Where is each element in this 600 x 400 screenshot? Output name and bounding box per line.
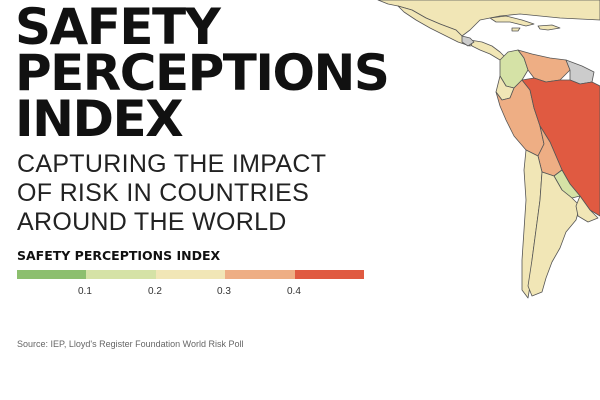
title-line: PERCEPTIONS	[15, 44, 390, 102]
source-note: Source: IEP, Lloyd's Register Foundation…	[17, 339, 244, 349]
main-title: SAFETY PERCEPTIONS INDEX	[15, 0, 390, 148]
region-uruguay	[575, 195, 599, 223]
legend-color-scale	[17, 270, 365, 279]
legend-tick-label: 0.2	[148, 286, 162, 297]
title-line: SAFETY	[15, 0, 221, 56]
legend-swatch	[225, 270, 295, 279]
legend-ticks: 0.1 0.2 0.3 0.4	[0, 286, 400, 300]
region-jamaica	[511, 27, 521, 32]
legend-tick-label: 0.1	[78, 286, 92, 297]
legend-swatch	[17, 270, 87, 279]
subtitle: CAPTURING THE IMPACT OF RISK IN COUNTRIE…	[17, 150, 326, 237]
region-usa-mexico	[377, 0, 600, 37]
subtitle-line: AROUND THE WORLD	[17, 208, 287, 236]
legend-swatch	[155, 270, 226, 279]
region-hispaniola	[537, 24, 561, 31]
region-guatemala-nodata	[461, 35, 475, 47]
subtitle-line: OF RISK IN COUNTRIES	[17, 179, 310, 207]
legend-swatch	[294, 270, 365, 279]
region-argentina	[527, 171, 581, 297]
title-line: INDEX	[15, 90, 184, 148]
legend-tick-label: 0.3	[217, 286, 231, 297]
region-central-america	[469, 39, 507, 61]
legend-swatch	[86, 270, 156, 279]
legend-title: SAFETY PERCEPTIONS INDEX	[17, 248, 221, 263]
subtitle-line: CAPTURING THE IMPACT	[17, 150, 327, 178]
region-cuba	[489, 15, 535, 27]
legend-tick-label: 0.4	[287, 286, 301, 297]
